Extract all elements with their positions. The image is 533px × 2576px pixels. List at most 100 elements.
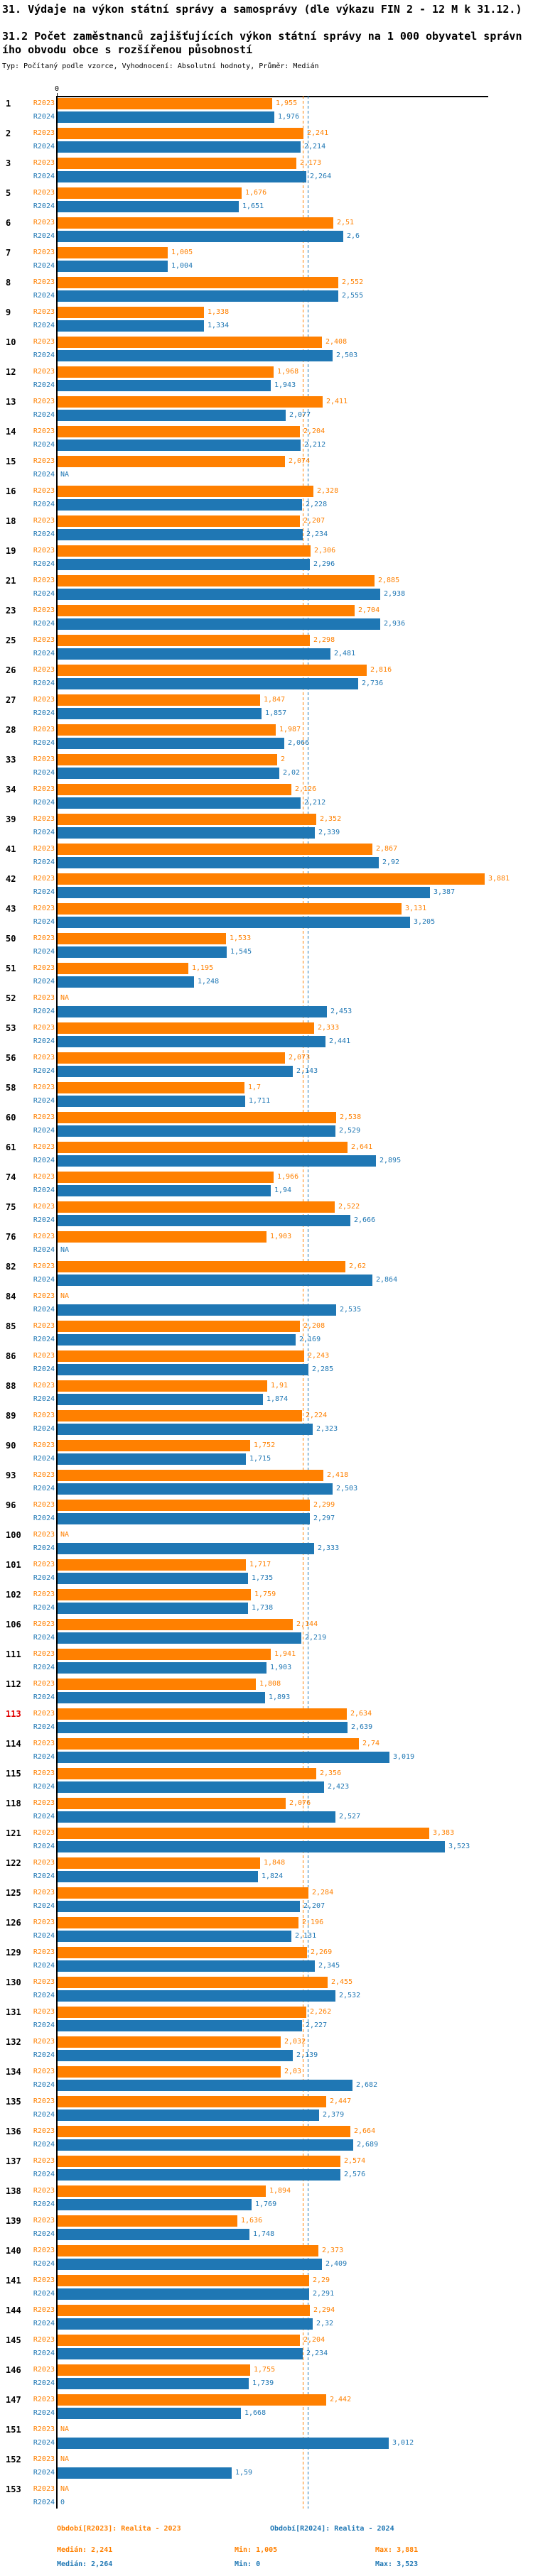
- value-label-r2024: 2,297: [313, 1515, 335, 1522]
- value-label-r2024: 2,481: [334, 650, 356, 657]
- series-label-r2023: R2023: [33, 1859, 55, 1867]
- bar-r2024: [58, 2199, 252, 2210]
- row-id-label: 16: [6, 486, 16, 496]
- bar-line-r2023: 56 R2023 2,073: [0, 1052, 533, 1064]
- bar-line-r2024: R2024 1,748: [0, 2229, 533, 2240]
- series-label-r2024: R2024: [33, 1485, 55, 1492]
- bar-line-r2023: 21 R2023 2,885: [0, 575, 533, 586]
- bar-group: 131 R2023 2,262 R2024 2,227: [0, 2007, 533, 2036]
- bar-r2024: [58, 1125, 335, 1137]
- row-id-label: 86: [6, 1351, 16, 1361]
- bar-line-r2024: R2024 2,291: [0, 2288, 533, 2300]
- series-label-r2024: R2024: [33, 1008, 55, 1015]
- series-label-r2023: R2023: [33, 1173, 55, 1181]
- bar-line-r2023: 125 R2023 2,284: [0, 1887, 533, 1899]
- bar-r2024: [58, 1155, 376, 1167]
- series-label-r2024: R2024: [33, 1902, 55, 1910]
- value-label-r2023: 1,636: [241, 2217, 263, 2225]
- row-id-label: 19: [6, 546, 16, 556]
- row-id-label: 152: [6, 2455, 21, 2465]
- row-id-label: 151: [6, 2425, 21, 2435]
- bar-r2023: [58, 2394, 326, 2406]
- value-label-r2024: 3,523: [448, 1843, 470, 1850]
- value-label-r2024: 2,345: [318, 1962, 340, 1970]
- value-label-r2023: 2,204: [303, 427, 325, 435]
- bar-line-r2023: 75 R2023 2,522: [0, 1201, 533, 1213]
- value-label-r2023: 2,704: [358, 606, 380, 614]
- bar-line-r2023: 85 R2023 2,208: [0, 1321, 533, 1332]
- bar-line-r2023: 153 R2023 NA: [0, 2484, 533, 2495]
- row-id-label: 111: [6, 1649, 21, 1659]
- bar-r2023: [58, 1708, 347, 1720]
- bar-line-r2024: R2024 2,339: [0, 827, 533, 839]
- bar-line-r2023: 1 R2023 1,955: [0, 98, 533, 109]
- bar-line-r2023: 52 R2023 NA: [0, 993, 533, 1004]
- bar-line-r2023: 84 R2023 NA: [0, 1291, 533, 1302]
- bar-r2023: [58, 1679, 256, 1690]
- value-label-r2024: 2,333: [318, 1544, 340, 1552]
- row-id-label: 76: [6, 1232, 16, 1242]
- value-label-r2024: NA: [60, 1246, 70, 1254]
- bar-r2024: [58, 231, 343, 242]
- series-label-r2023: R2023: [33, 1620, 55, 1628]
- bar-line-r2024: R2024 2,503: [0, 350, 533, 361]
- bar-line-r2024: R2024 3,012: [0, 2438, 533, 2449]
- bar-line-r2024: R2024 1,004: [0, 261, 533, 272]
- series-label-r2024: R2024: [33, 620, 55, 628]
- bar-group: 75 R2023 2,522 R2024 2,666: [0, 1201, 533, 1231]
- bar-r2023: [58, 2126, 350, 2137]
- value-label-r2024: 1,824: [262, 1872, 284, 1880]
- series-label-r2023: R2023: [33, 1054, 55, 1061]
- bar-line-r2024: R2024 2,92: [0, 857, 533, 868]
- bar-r2023: [58, 1500, 310, 1511]
- series-label-r2024: R2024: [33, 1246, 55, 1254]
- bar-r2023: [58, 694, 260, 706]
- bar-r2024: [58, 410, 286, 421]
- bar-line-r2023: 102 R2023 1,759: [0, 1589, 533, 1600]
- value-label-r2023: 2,522: [338, 1203, 360, 1211]
- value-label-r2023: 2,144: [296, 1620, 318, 1628]
- bar-line-r2024: R2024 1,893: [0, 1692, 533, 1703]
- series-label-r2023: R2023: [33, 1203, 55, 1211]
- series-label-r2023: R2023: [33, 1471, 55, 1479]
- series-label-r2023: R2023: [33, 1024, 55, 1032]
- value-label-r2024: 1,976: [278, 113, 300, 121]
- series-label-r2024: R2024: [33, 2290, 55, 2298]
- bar-line-r2024: R2024 2,666: [0, 1215, 533, 1226]
- bar-line-r2024: R2024 1,769: [0, 2199, 533, 2210]
- bar-r2023: [58, 277, 338, 288]
- value-label-r2024: 2,379: [323, 2111, 345, 2119]
- legend-period-r2023: Období[R2023]: Realita - 2023: [57, 2525, 181, 2533]
- bar-group: 89 R2023 2,224 R2024 2,323: [0, 1410, 533, 1440]
- bar-r2023: [58, 1022, 314, 1034]
- bar-line-r2024: R2024 1,874: [0, 1394, 533, 1405]
- bar-r2023: [58, 724, 276, 736]
- bar-r2024: [58, 2139, 353, 2151]
- series-label-r2023: R2023: [33, 815, 55, 823]
- value-label-r2023: 1,759: [254, 1590, 276, 1598]
- bar-group: 41 R2023 2,867 R2024 2,92: [0, 844, 533, 873]
- row-id-label: 50: [6, 934, 16, 944]
- series-label-r2024: R2024: [33, 739, 55, 747]
- value-label-r2024: 2,234: [306, 2349, 328, 2357]
- row-id-label: 138: [6, 2186, 21, 2196]
- bar-group: 113 R2023 2,634 R2024 2,639: [0, 1708, 533, 1738]
- bar-r2023: [58, 426, 300, 437]
- bar-r2024: [58, 917, 410, 928]
- bar-line-r2023: 90 R2023 1,752: [0, 1440, 533, 1451]
- axis-zero-tick: [57, 93, 58, 96]
- bar-r2024: [58, 768, 279, 779]
- value-label-r2024: 1,903: [270, 1664, 292, 1671]
- bar-line-r2023: 42 R2023 3,881: [0, 873, 533, 885]
- row-id-label: 5: [6, 188, 11, 198]
- bar-line-r2024: R2024 1,59: [0, 2467, 533, 2479]
- row-id-label: 27: [6, 695, 16, 705]
- series-label-r2023: R2023: [33, 547, 55, 555]
- bar-group: 8 R2023 2,552 R2024 2,555: [0, 277, 533, 307]
- bar-line-r2024: R2024 2,503: [0, 1483, 533, 1495]
- value-label-r2024: 2,077: [289, 411, 311, 419]
- value-label-r2024: 1,651: [242, 202, 264, 210]
- bar-group: 138 R2023 1,894 R2024 1,769: [0, 2185, 533, 2215]
- bar-r2024: [58, 1573, 248, 1584]
- value-label-r2023: 1,847: [264, 696, 286, 704]
